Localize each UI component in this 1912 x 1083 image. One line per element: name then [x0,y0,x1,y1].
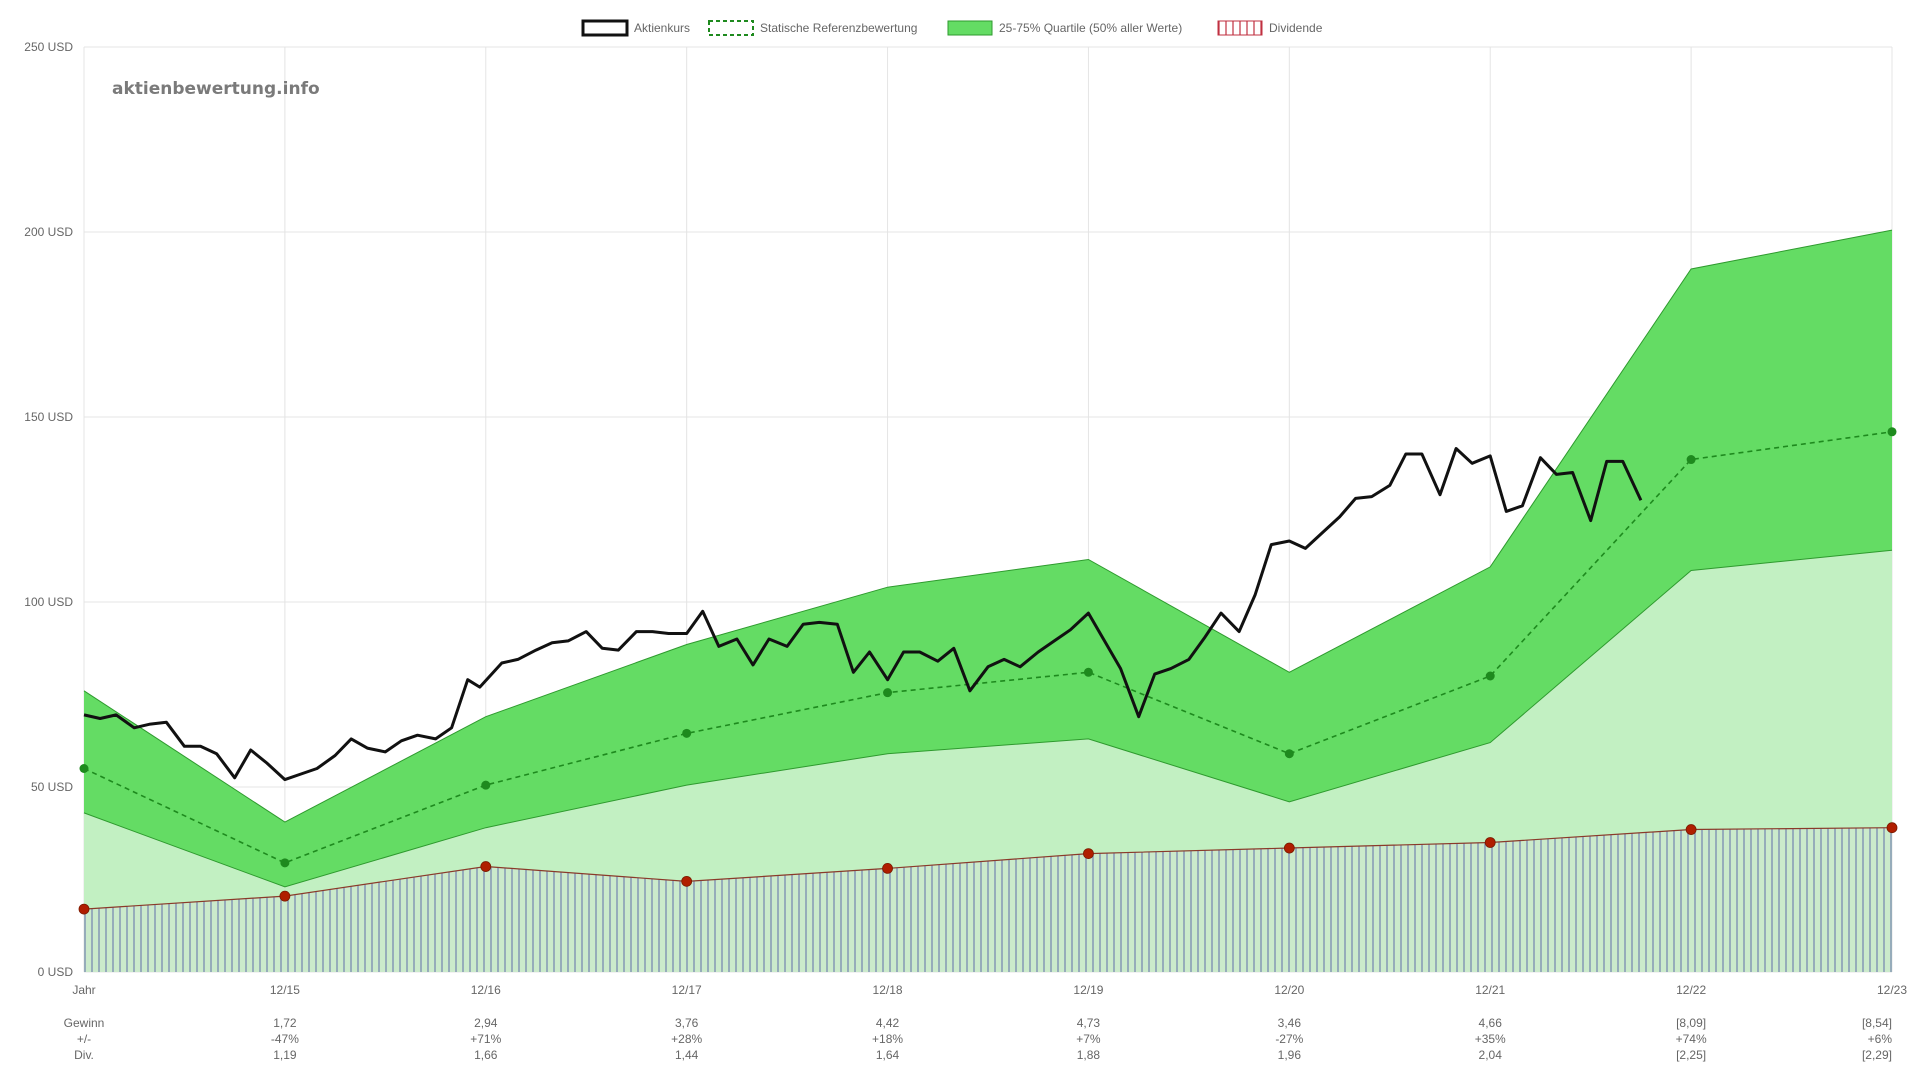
quartile-upper-line [83,229,1893,823]
row-value: 3,76 [675,1016,699,1030]
row-value: 4,66 [1479,1016,1503,1030]
reference-point [682,728,692,738]
x-tick-label: 12/19 [1073,983,1103,997]
row-value: [2,29] [1862,1048,1892,1062]
dividend-point [78,903,90,915]
legend: Aktienkurs Statische Referenzbewertung 2… [581,19,1323,37]
row-value: 2,04 [1479,1048,1503,1062]
dividend-line [83,827,1893,910]
row-value: [8,09] [1676,1016,1706,1030]
dividend-point [1886,822,1898,834]
row-value: [8,54] [1862,1016,1892,1030]
row-value: 4,73 [1077,1016,1101,1030]
x-tick-label: 12/18 [873,983,903,997]
row-value: +18% [872,1032,903,1046]
row-label: Gewinn [64,1016,105,1030]
row-value: 1,72 [273,1016,297,1030]
points [78,427,1898,915]
row-value: 3,46 [1278,1016,1302,1030]
legend-swatch-dividend [1217,20,1263,36]
row-value: 1,66 [474,1048,498,1062]
row-value: -47% [271,1032,299,1046]
row-value: -27% [1275,1032,1303,1046]
dividend-point [480,861,492,872]
row-value: 1,19 [273,1048,297,1062]
axes: 0 USD 50 USD 100 USD 150 USD 200 USD 250 USD J… [24,40,1907,997]
dividend-point [681,875,693,887]
x-tick-label: 12/22 [1676,983,1706,997]
y-tick-label: 50 USD [31,780,73,794]
row-label: Div. [74,1048,94,1062]
reference-point [1284,749,1294,759]
reference-point [1686,455,1696,465]
areas [84,230,1892,972]
legend-label-quartile: 25-75% Quartile (50% aller Werte) [999,21,1182,35]
y-tick-label: 0 USD [38,965,74,979]
quartile-lower-line [83,549,1893,888]
data-rows: Gewinn 1,72 2,94 3,76 4,42 4,73 3,46 4,66 [8,09]… [64,1016,1893,1062]
quartile-band-area [84,230,1892,887]
legend-item-dividend[interactable]: Dividende [1217,20,1323,36]
x-tick-label: Jahr [72,983,95,997]
legend-item-price[interactable]: Aktienkurs [581,19,690,37]
x-tick-label: 12/20 [1274,983,1304,997]
x-tick-label: 12/15 [270,983,300,997]
dividend-point [1283,842,1295,854]
x-tick-label: 12/23 [1877,983,1907,997]
legend-item-quartile[interactable]: 25-75% Quartile (50% aller Werte) [947,20,1182,36]
dividend-point [1484,837,1496,848]
row-value: [2,25] [1676,1048,1706,1062]
legend-swatch-reference [708,20,754,36]
reference-line [83,431,1893,864]
reference-point [280,858,290,868]
legend-label-price: Aktienkurs [634,21,690,35]
watermark: aktienbewertung.info [112,79,320,99]
legend-swatch-quartile [947,20,993,36]
row-label: +/- [77,1032,91,1046]
reference-point [1485,671,1495,681]
y-tick-label: 200 USD [24,225,73,239]
dividend-area [84,827,1892,972]
price-line [83,447,1643,782]
reference-point [1083,667,1093,677]
row-value: +71% [470,1032,501,1046]
row-value: +74% [1676,1032,1707,1046]
reference-point [481,780,491,790]
legend-swatch-price [581,19,629,37]
row-value: 4,42 [876,1016,900,1030]
row-value: +7% [1076,1032,1101,1046]
row-value: +6% [1868,1032,1893,1046]
row-value: +35% [1475,1032,1506,1046]
legend-label-dividend: Dividende [1269,21,1323,35]
y-tick-label: 150 USD [24,410,73,424]
reference-point [1887,427,1897,437]
dividend-point [1083,848,1094,859]
row-value: 1,96 [1278,1048,1302,1062]
dividend-point [1685,824,1697,835]
row-value: 2,94 [474,1016,498,1030]
y-tick-label: 250 USD [24,40,73,54]
y-tick-label: 100 USD [24,595,73,609]
legend-item-reference[interactable]: Statische Referenzbewertung [708,20,917,36]
x-tick-label: 12/16 [471,983,501,997]
legend-label-reference: Statische Referenzbewertung [760,21,917,35]
lines [83,229,1893,910]
x-tick-label: 12/21 [1475,983,1505,997]
dividend-point [882,863,893,874]
reference-point [79,764,89,773]
x-tick-label: 12/17 [672,983,702,997]
row-value: 1,44 [675,1048,699,1062]
row-value: 1,64 [876,1048,900,1062]
row-value: +28% [671,1032,702,1046]
reference-point [883,688,893,698]
dividend-point [279,890,291,902]
row-value: 1,88 [1077,1048,1101,1062]
